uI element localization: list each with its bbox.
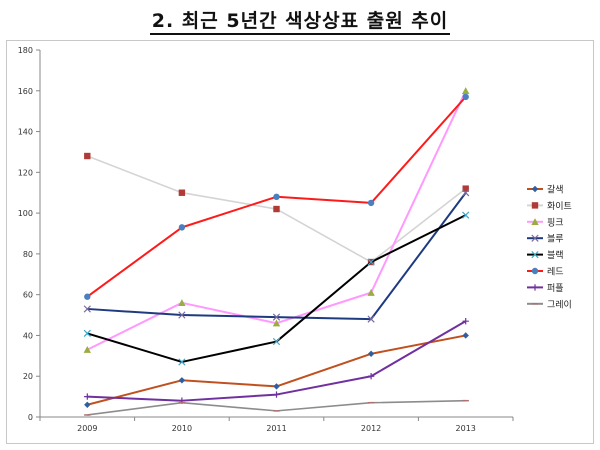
legend-marker [531,218,539,225]
y-tick-label: 80 [23,250,33,259]
data-point [367,258,375,266]
y-tick-label: 140 [18,128,33,137]
data-point [273,205,280,213]
data-point [367,373,375,380]
data-point [84,152,91,160]
series-3 [83,87,470,353]
legend-label: 화이트 [547,201,572,212]
series-1 [84,332,469,408]
x-tick-label: 2011 [266,424,286,433]
data-point [462,185,469,192]
data-point [272,319,281,327]
x-tick-label: 2012 [361,424,381,433]
y-tick-label: 180 [18,46,33,55]
data-point [367,288,375,296]
chart-title: 2. 최근 5년간 색상상표 출원 추이 [0,6,600,35]
series-7 [84,317,469,404]
x-tick-label: 2013 [456,424,476,433]
data-point [462,211,470,219]
series-lines [83,87,470,416]
legend-marker [531,185,539,193]
legend-marker [531,202,539,209]
series-line [86,90,467,351]
series-5 [83,211,470,366]
legend-label: 블루 [547,234,564,245]
data-point [367,315,375,323]
x-tick-label: 2010 [172,424,192,433]
data-point [84,401,91,408]
y-tick-label: 20 [23,372,33,381]
legend-entry: 퍼플 [527,283,564,294]
legend-marker [531,234,539,242]
series-6 [84,93,469,300]
data-point [84,393,91,400]
data-point [83,305,91,313]
data-point [178,358,186,366]
y-tick-label: 120 [18,168,33,177]
data-point [273,193,280,200]
legend-marker [531,267,539,275]
legend-marker [531,250,539,259]
data-point [83,329,91,338]
data-point [178,189,186,196]
series-4 [83,189,470,323]
series-8 [84,399,469,416]
y-tick-label: 60 [23,291,33,300]
data-point [178,311,186,319]
data-point [462,189,470,197]
data-point [462,317,469,325]
data-point [272,337,281,346]
legend-entry: 그레이 [527,299,572,310]
series-line [87,214,467,363]
data-point [367,350,375,357]
data-point [178,299,186,307]
series-line [87,399,466,416]
legend-entry: 갈색 [527,185,564,196]
data-point [178,377,186,384]
legend-entry: 레드 [527,267,564,278]
data-point [273,391,280,398]
legend-label: 갈색 [547,185,564,196]
chart-title-text: 2. 최근 5년간 색상상표 출원 추이 [149,10,451,35]
legend-marker [531,284,539,291]
legend-label: 핑크 [547,217,564,228]
y-tick-label: 100 [18,209,33,218]
chart-frame [6,40,594,444]
y-tick-label: 160 [18,87,33,96]
data-point [84,293,91,300]
legend-label: 퍼플 [547,283,564,294]
y-tick-label: 40 [23,331,33,340]
chart-axes: 0 20 40 60 80 100 120 140 160 180 2009 2010 2011 2012… [18,46,514,433]
data-point [462,93,469,101]
legend-label: 레드 [547,267,564,278]
data-point [83,346,91,353]
legend-entry: 블루 [527,234,564,245]
x-tick-label: 2009 [77,424,97,433]
data-point [462,332,469,339]
data-point [273,383,280,390]
legend-entry: 블랙 [527,250,564,261]
data-point [272,313,281,321]
y-tick-label: 0 [28,413,33,422]
data-point [178,224,186,231]
legend-entry: 핑크 [527,217,564,228]
data-point [367,199,375,207]
legend-label: 그레이 [547,299,572,310]
legend-label: 블랙 [547,250,564,261]
data-point [462,87,470,94]
legend-entry: 화이트 [527,201,572,212]
